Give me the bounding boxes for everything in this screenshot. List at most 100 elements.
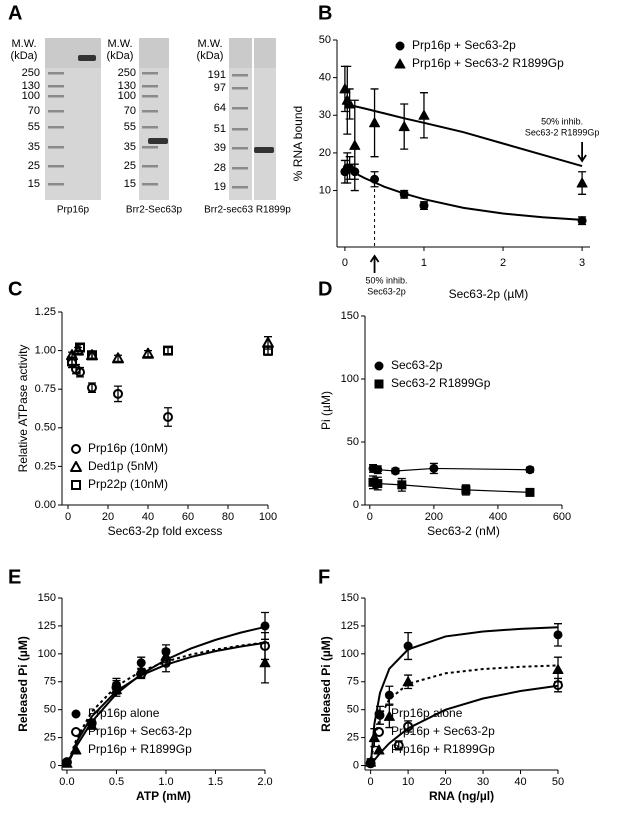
y-tick-label: 150 bbox=[341, 310, 359, 322]
protein-band bbox=[148, 138, 168, 144]
data-point bbox=[373, 465, 383, 475]
legend-label: Prp16p + Sec63-2 R1899Gp bbox=[412, 56, 564, 70]
x-tick-label: 1.5 bbox=[208, 776, 223, 788]
x-tick-label: 20 bbox=[439, 776, 451, 788]
y-tick-label: 50 bbox=[347, 704, 359, 716]
x-tick-label: 2 bbox=[500, 257, 506, 269]
mw-marker: 51 bbox=[214, 123, 226, 135]
x-tick-label: 200 bbox=[425, 511, 443, 523]
data-point bbox=[75, 367, 85, 378]
x-tick-label: 0.0 bbox=[59, 776, 74, 788]
y-tick-label: 0.00 bbox=[35, 499, 56, 511]
y-tick-label: 0.25 bbox=[35, 460, 56, 472]
x-tick-label: 40 bbox=[142, 511, 154, 523]
fit-curve bbox=[66, 625, 266, 766]
mw-marker: 35 bbox=[28, 141, 40, 153]
legend-marker bbox=[395, 41, 405, 51]
protein-band bbox=[78, 55, 96, 61]
legend-label: Prp16p + Sec63-2p bbox=[391, 724, 495, 738]
data-point bbox=[429, 463, 439, 473]
x-tick-label: 0 bbox=[65, 511, 71, 523]
mw-marker: 70 bbox=[124, 105, 136, 117]
mw-marker: 130 bbox=[22, 80, 40, 92]
y-tick-label: 50 bbox=[347, 436, 359, 448]
legend-marker bbox=[374, 379, 384, 389]
mw-marker: 100 bbox=[22, 90, 40, 102]
y-axis-label: % RNA bound bbox=[291, 106, 305, 181]
x-tick-label: 80 bbox=[222, 511, 234, 523]
data-point bbox=[370, 174, 380, 184]
fit-curve bbox=[66, 641, 266, 766]
mw-marker: 15 bbox=[28, 178, 40, 190]
x-tick-label: 1.0 bbox=[158, 776, 173, 788]
x-tick-label: 100 bbox=[259, 511, 277, 523]
mw-header: (kDa) bbox=[107, 50, 134, 62]
mw-marker: 19 bbox=[214, 181, 226, 193]
mw-marker: 250 bbox=[22, 67, 40, 79]
y-tick-label: 40 bbox=[319, 72, 331, 84]
y-tick-label: 100 bbox=[38, 648, 56, 660]
y-tick-label: 0.75 bbox=[35, 383, 56, 395]
ladder-band bbox=[48, 95, 64, 98]
data-point bbox=[403, 721, 414, 732]
x-tick-label: 20 bbox=[102, 511, 114, 523]
y-tick-label: 150 bbox=[341, 592, 359, 604]
y-tick-label: 1.25 bbox=[35, 306, 56, 318]
data-point bbox=[577, 216, 587, 226]
ladder-band bbox=[142, 165, 158, 168]
mw-marker: 55 bbox=[124, 121, 136, 133]
ladder-band bbox=[48, 165, 64, 168]
legend-marker bbox=[71, 444, 81, 454]
data-point bbox=[402, 676, 414, 687]
gel-shade bbox=[45, 38, 101, 68]
legend-marker bbox=[374, 709, 384, 719]
data-point bbox=[160, 650, 172, 661]
lane-label: Brr2-Sec63p bbox=[126, 205, 183, 216]
data-point bbox=[142, 347, 154, 359]
x-axis-label: ATP (mM) bbox=[136, 789, 191, 803]
data-point bbox=[525, 465, 535, 475]
x-tick-label: 60 bbox=[182, 511, 194, 523]
data-point bbox=[397, 480, 407, 490]
data-point bbox=[61, 757, 73, 768]
ladder-band bbox=[48, 146, 64, 149]
x-tick-label: 3 bbox=[579, 257, 585, 269]
y-tick-label: 0 bbox=[353, 759, 359, 771]
mw-marker: 35 bbox=[124, 141, 136, 153]
data-point bbox=[398, 121, 410, 132]
y-tick-label: 20 bbox=[319, 147, 331, 159]
legend-label: Ded1p (5nM) bbox=[88, 459, 158, 473]
x-tick-label: 10 bbox=[402, 776, 414, 788]
y-tick-label: 100 bbox=[341, 648, 359, 660]
lane-label: Brr2-sec63 R1899p bbox=[204, 205, 291, 216]
mw-marker: 64 bbox=[214, 102, 226, 114]
legend-label: Prp16p alone bbox=[391, 706, 463, 720]
ladder-band bbox=[48, 110, 64, 113]
y-tick-label: 75 bbox=[44, 676, 56, 688]
annotation-arrow bbox=[369, 254, 380, 273]
mw-marker: 130 bbox=[118, 80, 136, 92]
x-tick-label: 50 bbox=[552, 776, 564, 788]
y-tick-label: 125 bbox=[341, 620, 359, 632]
ladder-band bbox=[232, 107, 248, 110]
data-point bbox=[390, 466, 400, 476]
y-tick-label: 150 bbox=[38, 592, 56, 604]
legend-marker bbox=[394, 58, 406, 69]
y-axis-label: Relative ATPase activity bbox=[16, 345, 30, 473]
data-point bbox=[383, 710, 395, 721]
legend-marker bbox=[374, 727, 384, 737]
ladder-band bbox=[142, 146, 158, 149]
ladder-band bbox=[232, 87, 248, 90]
annotation-text: 50% inhib. bbox=[366, 275, 408, 285]
ladder-band bbox=[142, 183, 158, 186]
data-point bbox=[110, 684, 122, 695]
ladder-band bbox=[48, 72, 64, 75]
data-point bbox=[553, 630, 563, 640]
y-axis-label: Released Pi (µM) bbox=[319, 636, 333, 732]
y-tick-label: 25 bbox=[44, 732, 56, 744]
data-point bbox=[384, 690, 394, 700]
ladder-band bbox=[48, 126, 64, 129]
x-tick-label: 400 bbox=[489, 511, 507, 523]
